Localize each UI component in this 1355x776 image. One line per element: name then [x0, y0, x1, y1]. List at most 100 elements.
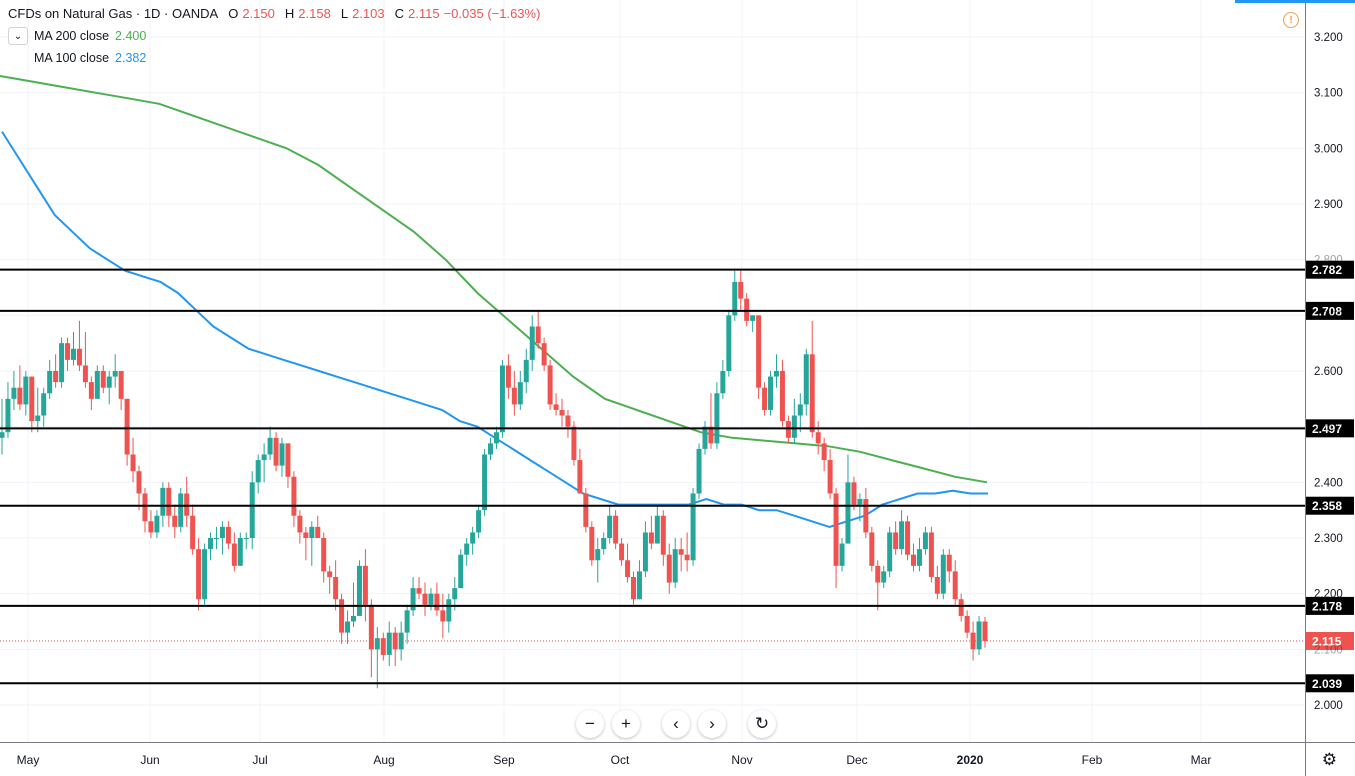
candle-body [273, 437, 279, 466]
time-axis[interactable]: May Jun Jul Aug Sep Oct Nov Dec 2020 Feb Mar [0, 742, 1355, 768]
candle-body [166, 487, 172, 516]
candle-body [762, 387, 768, 410]
candle-body [750, 315, 756, 321]
candle-body [529, 326, 535, 360]
zoom-out-icon[interactable]: − [576, 710, 604, 738]
candle-body [636, 571, 642, 600]
candle-body [738, 281, 744, 299]
candle-body [380, 638, 386, 655]
candle-body [106, 376, 112, 388]
candle-body [482, 454, 488, 511]
candle-body [446, 599, 452, 622]
reset-icon[interactable]: ↻ [748, 710, 776, 738]
zoom-in-icon[interactable]: + [612, 710, 640, 738]
candle-body [196, 549, 202, 600]
level-price-label: 2.708 [1312, 304, 1342, 318]
candle-body [732, 281, 738, 316]
collapse-chevron-icon[interactable]: ⌄ [8, 27, 28, 45]
candle-body [53, 371, 59, 383]
candle-body [416, 588, 422, 594]
candle-body [517, 382, 523, 405]
price-tick-label: 3.200 [1314, 32, 1343, 44]
candle-body [654, 515, 660, 544]
candle-body [398, 632, 404, 650]
candle-body [791, 415, 797, 438]
price-axis[interactable]: 3.200 3.100 3.000 2.900 2.800 2.700 2.600 2.500… [1305, 0, 1343, 776]
time-tick-label: Nov [731, 753, 752, 767]
candle-body [291, 476, 297, 516]
candle-body [255, 460, 261, 483]
candle-body [684, 554, 690, 561]
close-label: C [394, 6, 404, 21]
candle-body [833, 493, 839, 566]
candle-body [88, 382, 94, 399]
low-value: 2.103 [352, 6, 385, 21]
candle-body [940, 554, 946, 594]
candle-body [559, 409, 565, 416]
candle-body [553, 404, 559, 410]
candle-body [267, 437, 273, 455]
candle-body [905, 521, 911, 555]
level-price-label: 2.782 [1312, 263, 1342, 277]
symbol-title[interactable]: CFDs on Natural Gas · 1D · OANDA [8, 6, 219, 21]
candle-body [523, 359, 529, 383]
candle-body [160, 487, 166, 516]
price-tick-label: 2.900 [1314, 199, 1343, 211]
level-price-label: 2.039 [1312, 677, 1342, 691]
candle-body [493, 432, 499, 444]
change-value: −0.035 (−1.63%) [443, 6, 541, 21]
candle-body [219, 526, 225, 538]
price-tick-label: 2.200 [1314, 589, 1343, 601]
grid [0, 0, 1305, 742]
candle-body [386, 632, 392, 655]
candle-body [333, 576, 339, 600]
time-tick-label: Jul [252, 753, 267, 767]
candle-body [785, 421, 791, 438]
candle-body [464, 543, 470, 555]
ma200-line [0, 75, 988, 484]
candle-body [321, 538, 327, 572]
time-tick-label: Sep [493, 753, 515, 767]
candle-body [857, 499, 863, 505]
candle-body [94, 371, 100, 399]
candle-body [452, 588, 458, 600]
open-value: 2.150 [242, 6, 275, 21]
candle-body [356, 565, 362, 616]
candle-body [964, 615, 970, 633]
candle-body [350, 615, 356, 622]
candle-body [946, 554, 952, 572]
price-tick-label: 2.600 [1314, 366, 1343, 378]
candle-body [136, 471, 142, 494]
scroll-left-icon[interactable]: ‹ [662, 710, 690, 738]
candle-body [309, 526, 315, 538]
scroll-right-icon[interactable]: › [698, 710, 726, 738]
price-tick-label: 2.400 [1314, 477, 1343, 489]
ma200-legend-row[interactable]: ⌄ MA 200 close 2.400 [8, 27, 540, 45]
candle-body [124, 398, 130, 455]
candle-body [511, 387, 517, 405]
candle-body [184, 493, 190, 516]
price-tick-label: 2.500 [1314, 422, 1343, 434]
candle-body [5, 398, 11, 433]
candle-body [499, 365, 505, 433]
alert-icon[interactable]: ! [1283, 12, 1299, 28]
candle-body [70, 348, 76, 360]
high-label: H [284, 6, 295, 21]
candle-body [458, 554, 464, 589]
horizontal-levels[interactable]: 2.782 2.708 2.497 2.358 2.178 2.039 2.115 [0, 260, 1354, 693]
candle-body [82, 365, 88, 383]
ma100-legend-row[interactable]: MA 100 close 2.382 [8, 51, 540, 65]
candle-body [249, 482, 255, 538]
candle-body [118, 371, 124, 399]
settings-gear-icon[interactable]: ⚙ [1321, 750, 1337, 769]
candle-body [17, 387, 23, 405]
candle-body [29, 376, 35, 422]
candle-body [768, 376, 774, 410]
candle-body [797, 404, 803, 416]
candle-body [827, 460, 833, 494]
candle-body [505, 365, 511, 388]
candle-body [339, 599, 345, 633]
candle-body [589, 526, 595, 561]
candle-body [327, 571, 333, 577]
